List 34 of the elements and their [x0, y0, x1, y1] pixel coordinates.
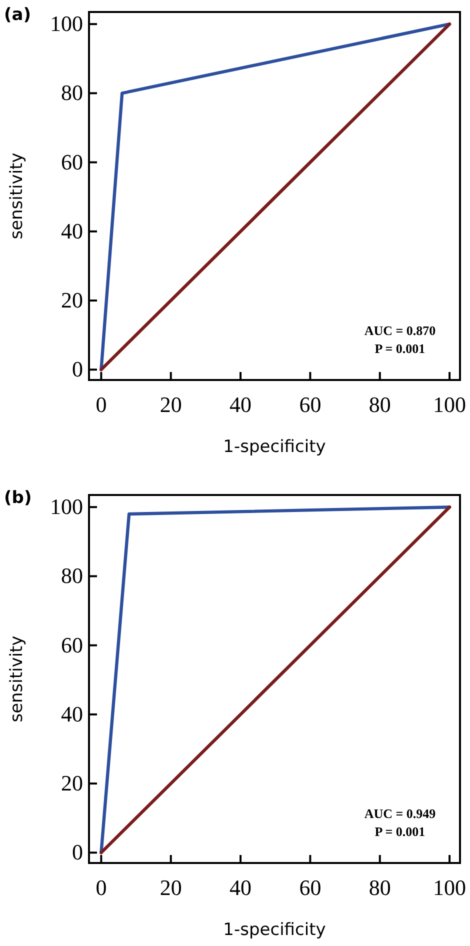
y-tick-label: 100	[50, 494, 83, 520]
x-tick-label: 0	[96, 875, 107, 900]
x-tick-label: 40	[230, 392, 252, 417]
x-tick-label: 20	[160, 392, 182, 417]
annotation: AUC = 0.949	[364, 806, 436, 821]
x-axis-title: 1-specificity	[223, 920, 326, 940]
annotation: P = 0.001	[374, 341, 426, 356]
y-tick-label: 100	[50, 11, 83, 36]
y-tick-label: 60	[61, 149, 83, 174]
x-tick-label: 100	[433, 875, 466, 900]
y-tick-label: 40	[61, 701, 83, 726]
x-tick-label: 40	[230, 875, 252, 900]
x-tick-label: 100	[433, 392, 466, 417]
x-tick-label: 80	[368, 875, 391, 900]
annotation: P = 0.001	[374, 824, 426, 839]
x-tick-label: 60	[299, 875, 322, 900]
y-tick-label: 0	[72, 356, 83, 382]
y-tick-label: 20	[61, 770, 83, 796]
y-tick-label: 0	[72, 840, 83, 865]
y-tick-label: 80	[61, 80, 83, 106]
y-tick-label: 20	[61, 288, 83, 313]
y-tick-label: 40	[61, 218, 83, 244]
x-tick-label: 60	[299, 392, 322, 417]
x-tick-label: 0	[96, 392, 107, 417]
x-tick-label: 80	[368, 392, 391, 417]
annotation: AUC = 0.870	[364, 323, 436, 338]
x-axis-title: 1-specificity	[223, 437, 326, 457]
chart-title: (b)	[4, 488, 32, 508]
y-axis-title: sensitivity	[7, 152, 27, 240]
chart-title: (a)	[4, 5, 32, 25]
y-tick-label: 80	[61, 563, 83, 588]
x-tick-label: 20	[160, 875, 182, 900]
y-tick-label: 60	[61, 632, 83, 658]
y-axis-title: sensitivity	[7, 636, 27, 722]
